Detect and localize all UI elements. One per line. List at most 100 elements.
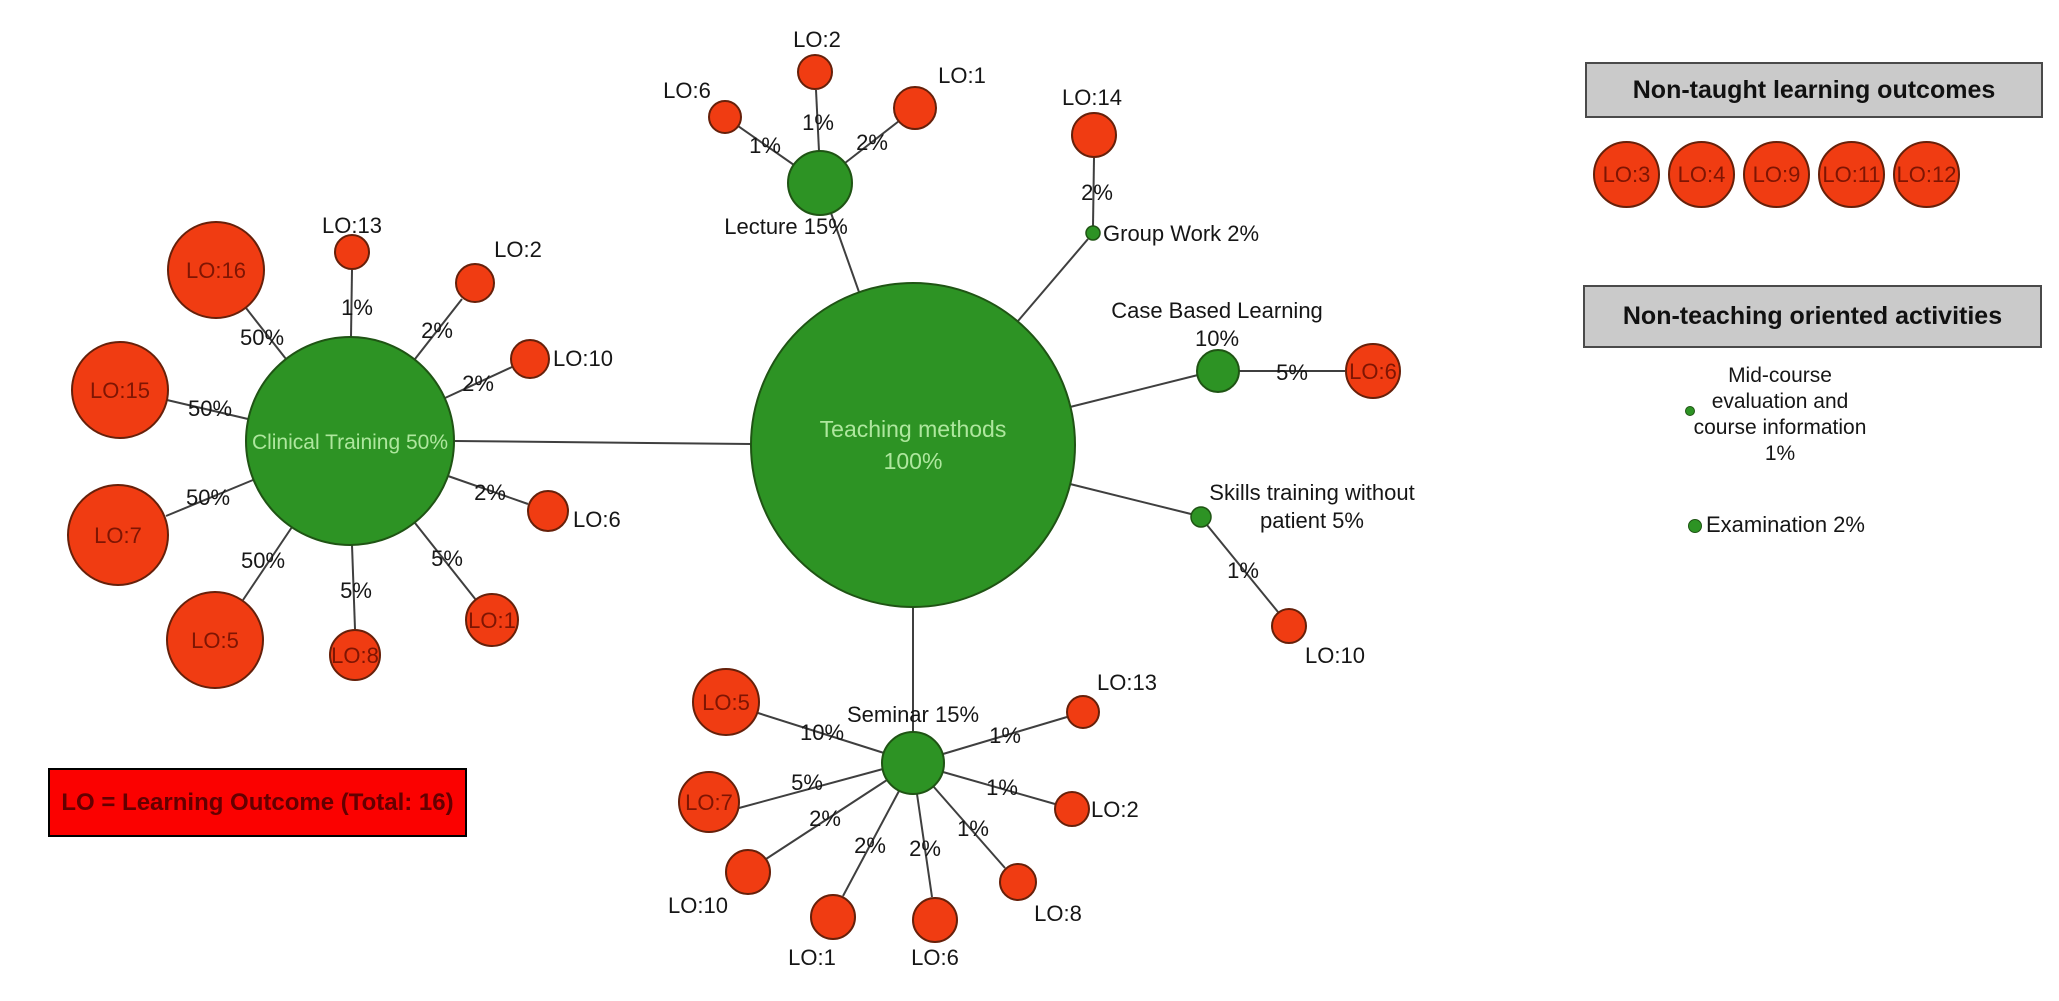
- label-group-work: Group Work 2%: [1103, 221, 1259, 246]
- label-ct-lo5: LO:5: [191, 628, 239, 653]
- node-sem-lo8: [999, 863, 1037, 901]
- non-teaching-legend-title: Non-teaching oriented activities: [1622, 302, 2003, 330]
- lo-key-box: LO = Learning Outcome (Total: 16): [48, 768, 467, 837]
- edge-lec-lo6: [737, 125, 795, 166]
- edge-label-sem-lo7: 5%: [791, 770, 823, 795]
- edge-label-lec-lo1: 2%: [856, 130, 888, 155]
- label-sem-lo1: LO:1: [788, 945, 836, 970]
- label-ct-lo2: LO:2: [494, 237, 542, 262]
- node-sem-lo7: [678, 771, 740, 833]
- label-sem-lo2: LO:2: [1091, 797, 1139, 822]
- node-lec-lo2: [797, 54, 833, 90]
- label-seminar: Seminar 15%: [847, 702, 979, 727]
- node-ct-lo8: [329, 629, 381, 681]
- edge-sem-lo5: [757, 712, 885, 754]
- label-cbl-lo6: LO:6: [1349, 359, 1397, 384]
- node-ct-lo10: [510, 339, 550, 379]
- edge-label-ct-lo6: 2%: [474, 480, 506, 505]
- edge-label-sem-lo8: 1%: [957, 816, 989, 841]
- edge-label-sem-lo13: 1%: [989, 723, 1021, 748]
- edge-label-ct-lo16: 50%: [240, 325, 284, 350]
- label-teaching-methods: Teaching methods 100%: [820, 416, 1007, 474]
- edge-ct-lo8: [351, 544, 356, 630]
- edge-label-ct-lo8: 5%: [340, 578, 372, 603]
- mid-course-line: Mid-course: [1728, 364, 1832, 387]
- edge-label-ct-lo10: 2%: [462, 371, 494, 396]
- edge-ct-lo15: [166, 399, 249, 420]
- edge-ct-lo6: [447, 475, 529, 505]
- edge-ct-lo1: [414, 522, 477, 601]
- legend-outcome-circle-lo3: LO:3: [1593, 141, 1660, 208]
- label-lecture: Lecture 15%: [724, 214, 848, 239]
- node-sem-lo10: [725, 849, 771, 895]
- node-case-based-learning: [1196, 349, 1240, 393]
- label-ct-lo15: LO:15: [90, 378, 150, 403]
- edge-lec-lo2: [815, 89, 820, 152]
- node-ct-lo15: [71, 341, 169, 439]
- edge-label-cbl-lo6: 5%: [1276, 360, 1308, 385]
- label-case-based-learning: Case Based Learning 10%: [1111, 298, 1323, 351]
- legend-outcome-label: LO:12: [1896, 161, 1957, 187]
- label-lec-lo2: LO:2: [793, 27, 841, 52]
- legend-outcome-circle-lo9: LO:9: [1743, 141, 1810, 208]
- label-sem-lo6: LO:6: [911, 945, 959, 970]
- label-skills-training: Skills training without patient 5%: [1209, 480, 1414, 533]
- node-group-work: [1085, 225, 1101, 241]
- node-teaching-methods: [750, 282, 1076, 608]
- edge-label-ct-lo7: 50%: [186, 485, 230, 510]
- node-sem-lo5: [692, 668, 760, 736]
- label-lec-lo6: LO:6: [663, 78, 711, 103]
- node-ct-lo16: [167, 221, 265, 319]
- node-cbl-lo6: [1345, 343, 1401, 399]
- label-sem-lo8: LO:8: [1034, 901, 1082, 926]
- mid-course-line: evaluation and: [1711, 390, 1849, 413]
- edge-sem-lo2: [942, 771, 1056, 805]
- edge-label-gw-lo14: 2%: [1081, 180, 1113, 205]
- edge-tm-skills: [1069, 483, 1192, 515]
- label-lec-lo1: LO:1: [938, 63, 986, 88]
- edge-sk-lo10: [1206, 524, 1279, 613]
- edge-ct-lo5: [242, 526, 293, 601]
- edge-label-ct-lo2: 2%: [421, 318, 453, 343]
- edge-ct-lo13: [350, 269, 353, 338]
- edge-label-sk-lo10: 1%: [1227, 558, 1259, 583]
- edge-label-lec-lo2: 1%: [802, 110, 834, 135]
- node-ct-lo7: [67, 484, 169, 586]
- edge-sem-lo7: [738, 768, 884, 809]
- node-ct-lo5: [166, 591, 264, 689]
- legend-outcome-circle-lo4: LO:4: [1668, 141, 1735, 208]
- edge-label-sem-lo1: 2%: [854, 833, 886, 858]
- edge-label-sem-lo5: 10%: [800, 720, 844, 745]
- legend-outcome-circle-lo12: LO:12: [1893, 141, 1960, 208]
- edge-ct-lo16: [245, 307, 287, 360]
- legend-outcome-label: LO:3: [1602, 161, 1651, 187]
- node-gw-lo14: [1071, 112, 1117, 158]
- label-sk-lo10: LO:10: [1305, 643, 1365, 668]
- node-skills-training: [1190, 506, 1212, 528]
- edge-ct-lo2: [414, 298, 463, 360]
- edge-gw-lo14: [1092, 157, 1095, 227]
- edge-sem-lo10: [765, 779, 888, 860]
- node-seminar: [881, 731, 945, 795]
- legend-outcome-label: LO:4: [1677, 161, 1726, 187]
- edge-tm-lecture: [830, 212, 860, 293]
- node-ct-lo2: [455, 263, 495, 303]
- label-gw-lo14: LO:14: [1062, 85, 1122, 110]
- node-ct-lo1: [465, 593, 519, 647]
- legend-outcome-label: LO:9: [1752, 161, 1801, 187]
- legend-outcome-circle-lo11: LO:11: [1818, 141, 1885, 208]
- edge-sem-lo6: [916, 793, 933, 898]
- edge-ct-lo7: [165, 479, 254, 517]
- edge-label-lec-lo6: 1%: [749, 133, 781, 158]
- non-taught-outcomes-row: LO:3 LO:4 LO:9 LO:11 LO:12: [1593, 141, 1960, 208]
- edge-tm-case-based: [1069, 374, 1199, 408]
- label-ct-lo7: LO:7: [94, 523, 142, 548]
- node-lec-lo6: [708, 100, 742, 134]
- edge-tm-clinical: [454, 440, 752, 445]
- node-sem-lo13: [1066, 695, 1100, 729]
- node-sem-lo6: [912, 897, 958, 943]
- node-sem-lo1: [810, 894, 856, 940]
- edge-sem-lo1: [842, 790, 900, 897]
- mid-course-line: 1%: [1764, 442, 1796, 465]
